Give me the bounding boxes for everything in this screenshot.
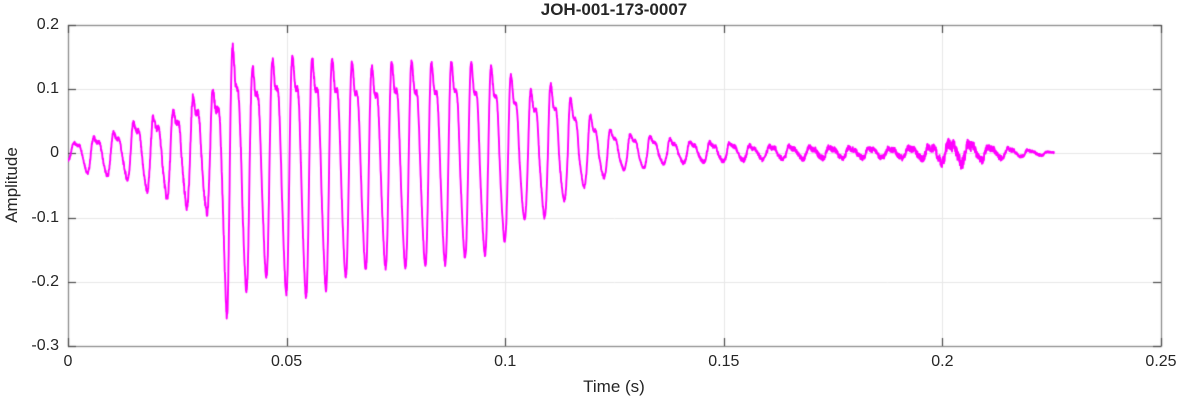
y-tick-label: -0.1 [31,208,59,226]
x-tick-label: 0.05 [271,353,303,370]
x-tick-label: 0.2 [931,353,954,370]
x-tick-label: 0.15 [708,353,740,370]
y-axis-label: Amplitude [2,147,21,223]
y-tick-label: -0.2 [31,272,59,290]
y-tick-label: 0.2 [36,16,59,33]
x-axis-label: Time (s) [583,377,645,396]
x-tick-label: 0 [63,353,73,370]
chart-title: JOH-001-173-0007 [540,0,688,19]
x-tick-label: 0.1 [494,353,517,370]
x-tick-label: 0.25 [1145,353,1177,370]
y-tick-label: 0 [50,144,59,162]
y-tick-label: 0.1 [36,80,59,98]
y-tick-label: -0.3 [31,337,59,354]
